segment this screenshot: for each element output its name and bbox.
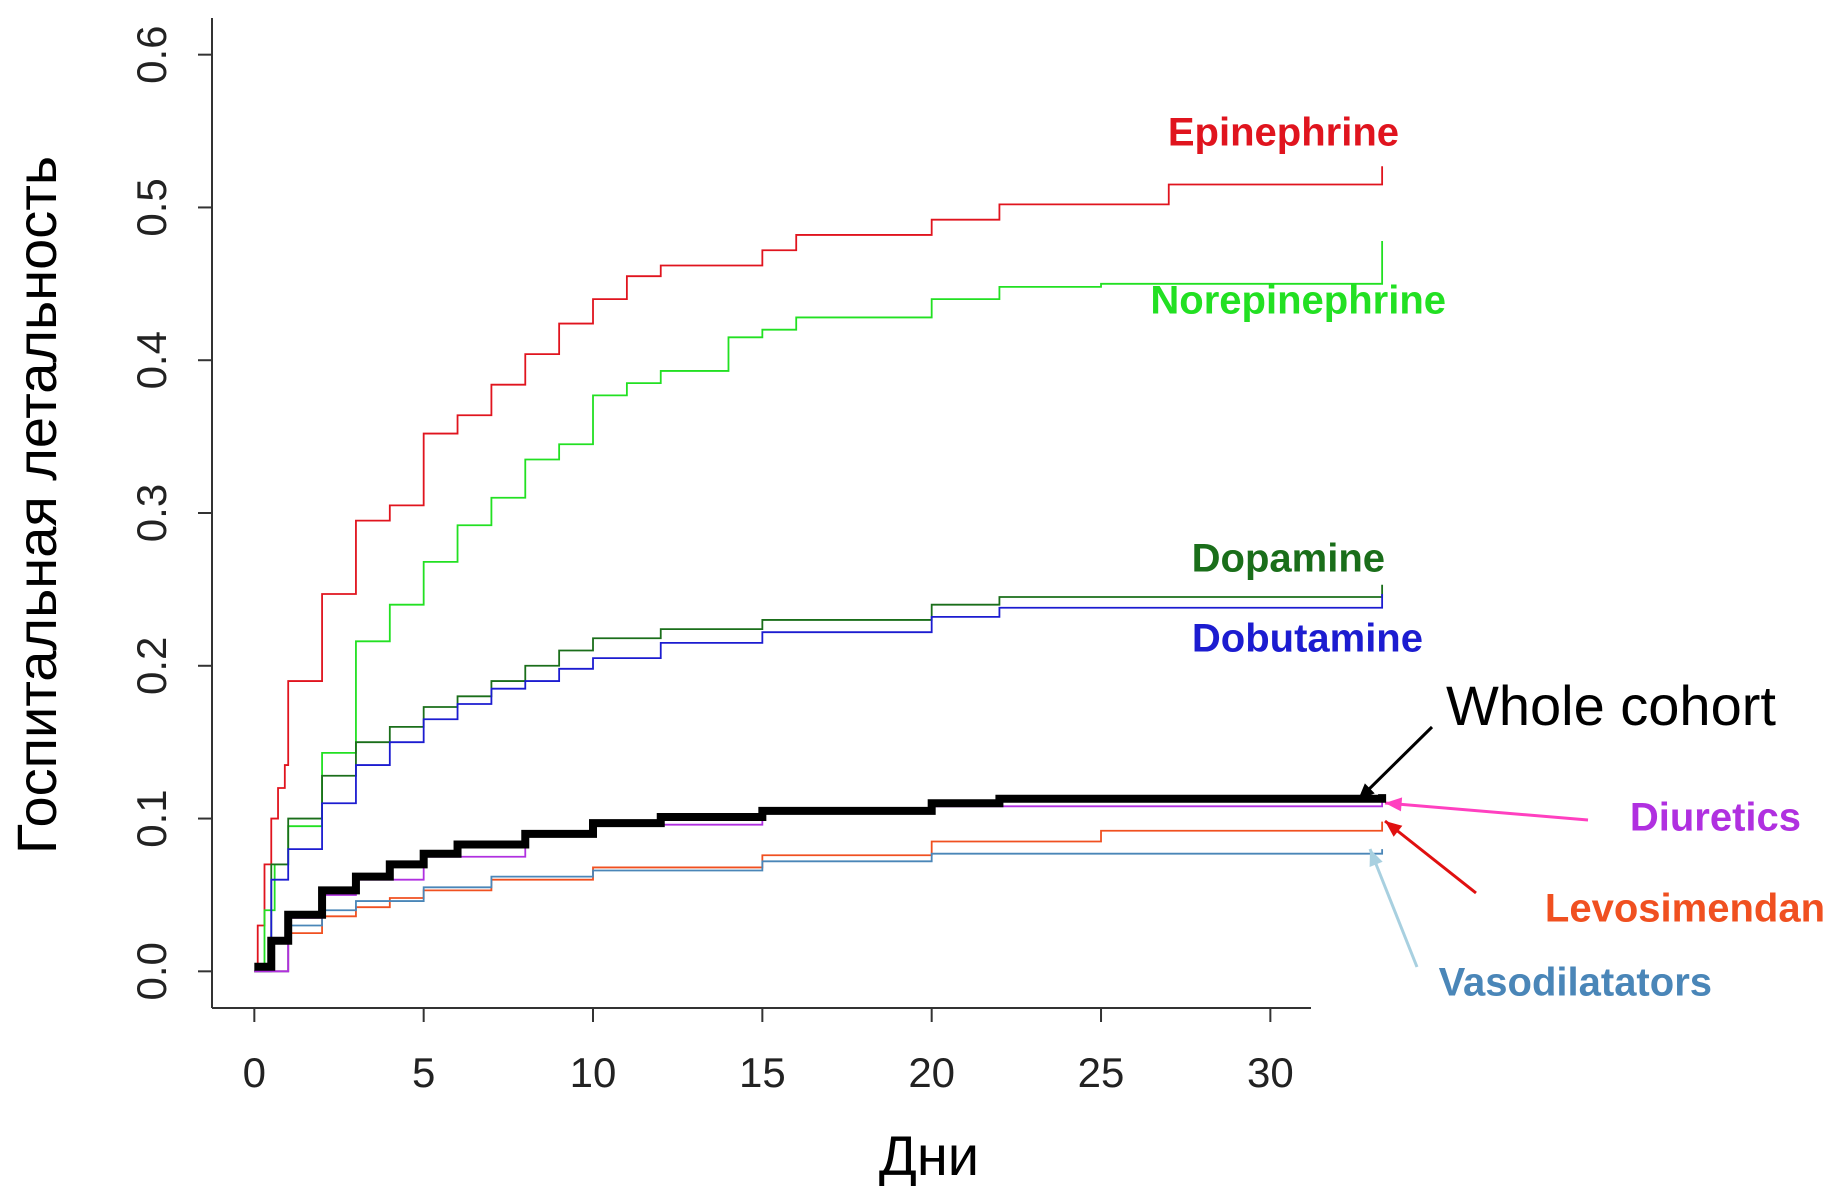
- x-tick-label: 20: [908, 1049, 955, 1096]
- y-tick-label: 0.5: [128, 178, 175, 236]
- x-tick-label: 10: [570, 1049, 617, 1096]
- y-tick-label: 0.6: [128, 25, 175, 83]
- arrow-head: [1385, 821, 1403, 837]
- arrow-shaft: [1368, 848, 1419, 968]
- arrow-shaft: [1384, 819, 1477, 895]
- series-line: [254, 798, 1384, 973]
- series-label: Dobutamine: [1192, 617, 1423, 661]
- arrow-head: [1369, 849, 1383, 867]
- y-tick-label: 0.4: [128, 331, 175, 389]
- x-axis-title: Дни: [879, 1124, 979, 1187]
- x-tick-label: 25: [1078, 1049, 1125, 1096]
- y-tick-label: 0.3: [128, 484, 175, 542]
- y-axis-title: Госпитальная летальность: [5, 156, 68, 854]
- x-tick-label: 5: [412, 1049, 435, 1096]
- arrow-head: [1385, 797, 1403, 812]
- y-tick-label: 0.2: [128, 637, 175, 695]
- series-label: Norepinephrine: [1150, 279, 1446, 323]
- series-label: Vasodilatators: [1439, 961, 1712, 1005]
- series-line: [254, 794, 1387, 971]
- series-label: Epinephrine: [1168, 111, 1399, 155]
- x-tick-label: 0: [243, 1049, 266, 1096]
- series-label: Dopamine: [1192, 537, 1385, 581]
- x-tick-label: 15: [739, 1049, 786, 1096]
- y-tick-label: 0.0: [128, 942, 175, 1000]
- arrow-head: [1358, 783, 1375, 800]
- x-tick-label: 30: [1247, 1049, 1294, 1096]
- arrow-shaft: [1356, 725, 1434, 802]
- y-tick-label: 0.1: [128, 789, 175, 847]
- arrow-shaft: [1384, 801, 1589, 822]
- series-label: Whole cohort: [1446, 674, 1776, 737]
- series-line: [254, 593, 1384, 973]
- series-line: [254, 166, 1384, 973]
- series-label: Levosimendan: [1545, 887, 1825, 931]
- series-line: [254, 849, 1384, 973]
- series-label: Diuretics: [1630, 796, 1801, 840]
